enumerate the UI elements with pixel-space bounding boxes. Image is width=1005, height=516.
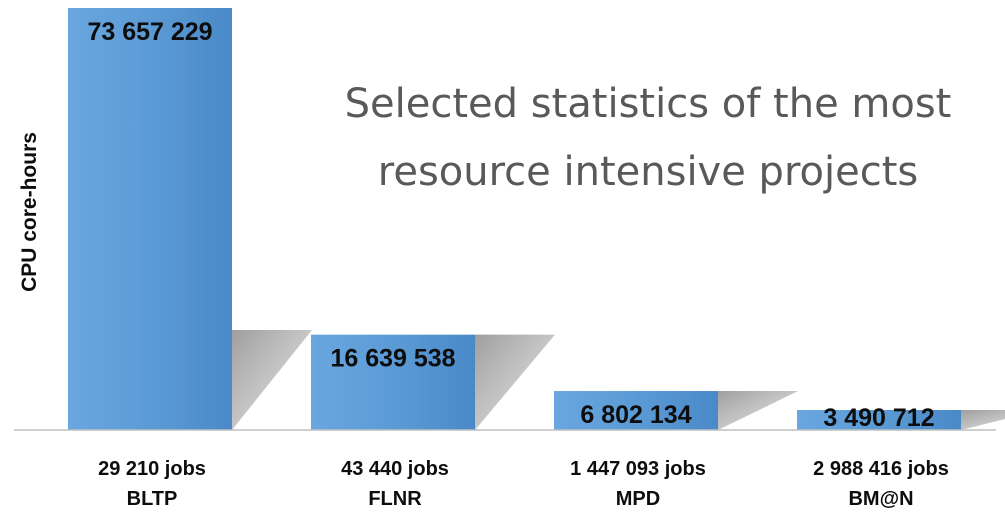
category-jobs-label: 2 988 416 jobs [813, 458, 949, 480]
category-labels: 29 210 jobs BLTP 43 440 jobs FLNR 1 447 093 … [98, 458, 949, 510]
bar-shadow [232, 330, 312, 430]
value-label: 6 802 134 [580, 401, 691, 429]
category-name-label: BM@N [848, 488, 913, 510]
bar-shadow [475, 334, 555, 430]
category-name-label: BLTP [127, 488, 178, 510]
bar-bm-n [797, 410, 961, 430]
bar-shadows [232, 330, 1005, 430]
value-label: 73 657 229 [87, 18, 212, 46]
value-labels: 73 657 229 16 639 538 6 802 134 3 490 712 [87, 18, 934, 432]
category-name-label: MPD [616, 488, 660, 510]
bar-shadow [718, 391, 798, 430]
category-jobs-label: 1 447 093 jobs [570, 458, 706, 480]
bar-bltp [68, 8, 232, 430]
bar-shadow [961, 410, 1005, 430]
chart-title-line-1: Selected statistics of the most [345, 81, 952, 127]
bars-group [68, 8, 961, 430]
value-label: 3 490 712 [823, 404, 934, 432]
category-name-label: FLNR [368, 488, 422, 510]
category-jobs-label: 43 440 jobs [341, 458, 449, 480]
bar-mpd [554, 391, 718, 430]
y-axis-label: CPU core-hours [18, 132, 41, 292]
value-label: 16 639 538 [330, 345, 455, 373]
bar-flnr [311, 334, 475, 430]
chart-title-line-2: resource intensive projects [378, 149, 918, 195]
category-jobs-label: 29 210 jobs [98, 458, 206, 480]
